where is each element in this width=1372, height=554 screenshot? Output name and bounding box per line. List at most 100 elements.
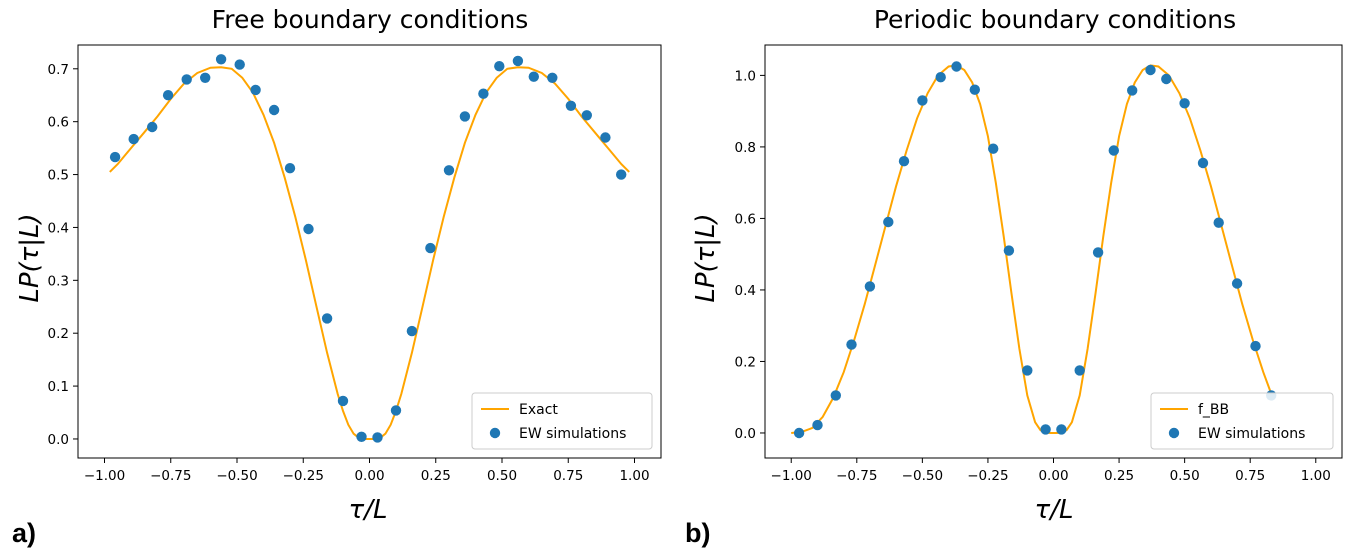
chart-a-xtick-label-3: −0.25 xyxy=(283,468,324,484)
chart-b-ylabel: LP(τ|L) xyxy=(691,213,721,302)
chart-b-point-22 xyxy=(1179,98,1190,109)
chart-a-point-2 xyxy=(147,121,158,133)
chart-b-legend-label-0: f_BB xyxy=(1198,402,1229,418)
chart-a-point-13 xyxy=(337,395,349,407)
chart-b-point-16 xyxy=(1074,365,1085,376)
chart-b-point-2 xyxy=(830,390,841,401)
panel-b-label: b) xyxy=(685,518,710,548)
chart-a-point-12 xyxy=(321,313,333,324)
panel-a: Free boundary conditions a) τ/L LP(τ|L) … xyxy=(12,5,662,548)
chart-a-line-0 xyxy=(109,66,630,440)
chart-a-point-8 xyxy=(250,84,261,96)
chart-b-legend-label-1: EW simulations xyxy=(1198,426,1305,442)
chart-a-point-14 xyxy=(356,431,367,442)
chart-b-point-6 xyxy=(898,156,910,167)
chart-a-ytick-label-0: 0.0 xyxy=(48,432,69,448)
chart-a-xtick-label-4: 0.00 xyxy=(354,468,384,484)
chart-a-point-21 xyxy=(478,88,489,99)
chart-b-xtick-label-4: 0.00 xyxy=(1038,468,1068,484)
chart-a-ylabel: LP(τ|L) xyxy=(15,213,45,302)
chart-b-xtick-label-6: 0.50 xyxy=(1170,468,1200,484)
chart-a-legend-label-0: Exact xyxy=(519,402,558,418)
chart-a-point-0 xyxy=(109,151,121,163)
chart-a-xtick-label-7: 0.75 xyxy=(553,468,583,484)
chart-b-point-5 xyxy=(883,216,894,228)
chart-a-point-24 xyxy=(528,71,539,82)
chart-b-point-23 xyxy=(1197,157,1209,169)
chart-a-legend-box xyxy=(471,392,653,450)
chart-b-point-8 xyxy=(935,72,946,83)
chart-b-point-18 xyxy=(1108,145,1120,156)
chart-a-legend: Exact EW simulations xyxy=(471,392,653,450)
chart-a-legend-swatch-1 xyxy=(489,427,501,439)
chart-a-point-10 xyxy=(284,163,296,174)
chart-a-point-23 xyxy=(512,55,524,67)
chart-b-point-10 xyxy=(969,84,980,95)
chart-a-xtick-label-1: −0.75 xyxy=(150,468,191,484)
chart-a-point-26 xyxy=(565,100,577,112)
chart-a-point-29 xyxy=(616,169,627,180)
chart-b-ytick-label-2: 0.4 xyxy=(735,283,756,299)
chart-a-xtick-label-0: −1.00 xyxy=(84,468,125,484)
chart-b-ytick-label-4: 0.8 xyxy=(735,140,756,156)
chart-b-xlabel: τ/L xyxy=(1035,495,1074,525)
chart-b-xtick-label-5: 0.25 xyxy=(1104,468,1134,484)
chart-a-ytick-label-4: 0.4 xyxy=(48,220,69,236)
chart-b-xtick-label-2: −0.50 xyxy=(902,468,943,484)
chart-a-point-5 xyxy=(200,72,211,84)
chart-a-ytick-label-6: 0.6 xyxy=(48,115,69,131)
chart-b-point-26 xyxy=(1250,340,1261,352)
chart-b-point-4 xyxy=(864,281,876,292)
chart-a-point-20 xyxy=(459,111,471,122)
chart-a-point-11 xyxy=(303,223,314,235)
chart-b-point-7 xyxy=(917,95,928,106)
chart-a-point-17 xyxy=(406,325,418,337)
chart-b-point-15 xyxy=(1056,424,1067,435)
chart-b-point-3 xyxy=(846,339,857,350)
panel-b: Periodic boundary conditions b) τ/L LP(τ… xyxy=(685,5,1343,548)
chart-b-xtick-label-3: −0.25 xyxy=(967,468,1008,484)
chart-b-point-1 xyxy=(812,419,823,431)
chart-a-point-1 xyxy=(128,133,139,145)
chart-a-title: Free boundary conditions xyxy=(212,5,529,34)
chart-a-ytick-label-1: 0.1 xyxy=(48,379,69,395)
chart-a-xtick-label-6: 0.50 xyxy=(487,468,517,484)
chart-a-point-27 xyxy=(581,110,592,121)
chart-a-point-7 xyxy=(234,59,245,70)
chart-a-point-15 xyxy=(372,432,383,443)
chart-a-point-28 xyxy=(600,132,611,143)
chart-a-xtick-label-5: 0.25 xyxy=(421,468,451,484)
chart-b-ytick-label-0: 0.0 xyxy=(735,426,756,442)
chart-b-xtick-label-1: −0.75 xyxy=(836,468,877,484)
chart-b-legend: f_BB EW simulations xyxy=(1150,392,1334,450)
chart-b-legend-box xyxy=(1150,392,1334,450)
chart-a-ytick-label-3: 0.3 xyxy=(48,273,69,289)
chart-b-point-0 xyxy=(793,427,805,439)
chart-b-point-24 xyxy=(1213,217,1224,228)
chart-a-xtick-label-2: −0.50 xyxy=(216,468,257,484)
chart-b-point-11 xyxy=(988,143,999,154)
chart-b-legend-swatch-1 xyxy=(1168,427,1180,439)
chart-b-point-12 xyxy=(1003,245,1015,256)
chart-b-point-20 xyxy=(1145,64,1156,76)
chart-a-ytick-label-2: 0.2 xyxy=(48,326,69,342)
chart-b-point-25 xyxy=(1231,278,1243,289)
chart-b-ytick-label-3: 0.6 xyxy=(735,211,756,227)
chart-a-ytick-label-7: 0.7 xyxy=(48,62,69,78)
chart-a-point-4 xyxy=(181,74,192,85)
chart-b-point-19 xyxy=(1127,85,1138,96)
chart-b-xtick-label-7: 0.75 xyxy=(1235,468,1265,484)
chart-a-point-19 xyxy=(443,165,455,176)
chart-b-xtick-label-0: −1.00 xyxy=(771,468,812,484)
chart-a-ytick-label-5: 0.5 xyxy=(48,168,69,184)
chart-a-point-9 xyxy=(268,104,280,116)
chart-b-point-9 xyxy=(951,61,962,72)
chart-b-ytick-label-5: 1.0 xyxy=(735,68,756,84)
chart-a-point-18 xyxy=(425,242,436,254)
chart-a-point-6 xyxy=(215,54,227,65)
chart-b-xtick-label-8: 1.00 xyxy=(1301,468,1331,484)
chart-a-point-22 xyxy=(494,60,505,72)
chart-a-legend-label-1: EW simulations xyxy=(519,426,626,442)
chart-b-ytick-label-1: 0.2 xyxy=(735,354,756,370)
